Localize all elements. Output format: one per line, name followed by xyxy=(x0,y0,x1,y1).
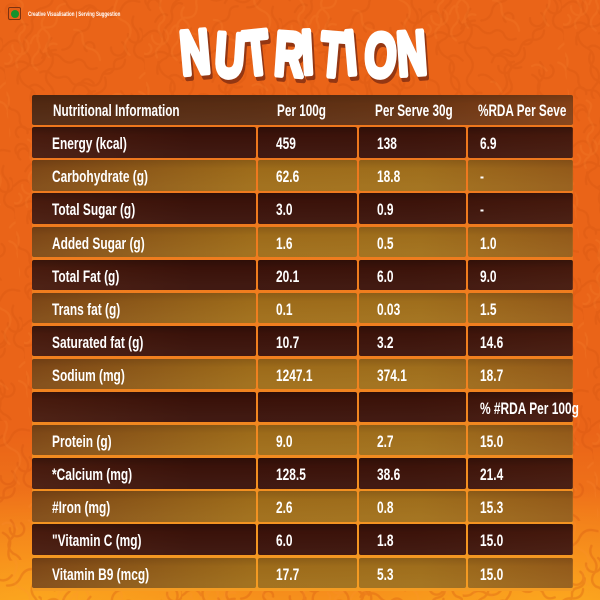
svg-text:U: U xyxy=(215,24,249,96)
svg-text:N: N xyxy=(179,21,215,93)
svg-text:O: O xyxy=(365,24,400,95)
svg-text:U: U xyxy=(213,20,247,92)
svg-text:R: R xyxy=(274,23,308,95)
svg-text:O: O xyxy=(363,20,398,91)
svg-text:N: N xyxy=(395,18,429,90)
svg-text:R: R xyxy=(272,19,306,91)
svg-text:N: N xyxy=(177,17,213,89)
svg-text:N: N xyxy=(397,22,431,94)
